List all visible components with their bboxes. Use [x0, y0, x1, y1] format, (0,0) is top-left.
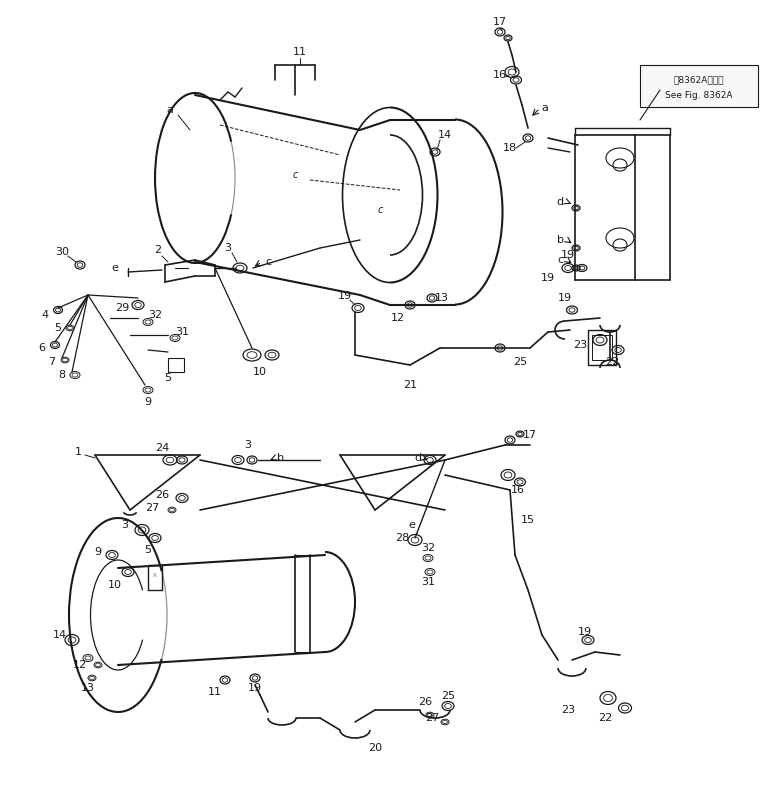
Text: 第8362A図参照: 第8362A図参照 — [674, 75, 724, 84]
Text: 6: 6 — [39, 343, 45, 353]
Text: 19: 19 — [558, 293, 572, 303]
Text: 23: 23 — [573, 340, 587, 350]
Text: a: a — [167, 105, 173, 115]
Text: 11: 11 — [208, 687, 222, 697]
Text: 31: 31 — [175, 327, 189, 337]
Text: 14: 14 — [438, 130, 452, 140]
Text: 19: 19 — [541, 273, 555, 283]
Text: 5: 5 — [164, 373, 171, 383]
Text: 17: 17 — [493, 17, 507, 27]
Text: c: c — [377, 205, 382, 215]
Text: 5: 5 — [144, 545, 151, 555]
Bar — [640, 65, 758, 107]
Text: 17: 17 — [523, 430, 537, 440]
Text: 8: 8 — [59, 370, 66, 380]
Text: 9: 9 — [94, 547, 102, 557]
Text: a: a — [541, 103, 548, 113]
Text: 9: 9 — [144, 397, 152, 407]
Text: 15: 15 — [521, 515, 535, 525]
Text: 30: 30 — [55, 247, 69, 257]
Text: 27: 27 — [145, 503, 159, 513]
Text: 12: 12 — [391, 313, 405, 323]
Text: 2: 2 — [154, 245, 162, 255]
Text: 21: 21 — [403, 380, 417, 390]
Text: 5: 5 — [55, 323, 62, 333]
Text: 1: 1 — [75, 447, 82, 457]
Text: See Fig. 8362A: See Fig. 8362A — [665, 91, 732, 99]
Text: 19: 19 — [578, 627, 592, 637]
Text: 3: 3 — [244, 440, 251, 450]
Text: 32: 32 — [148, 310, 162, 320]
Text: b: b — [277, 453, 284, 463]
Text: 12: 12 — [73, 660, 87, 670]
Text: 20: 20 — [368, 743, 382, 753]
Text: 7: 7 — [49, 357, 56, 367]
Text: 22: 22 — [598, 713, 612, 723]
Text: 16: 16 — [511, 485, 525, 495]
Text: e: e — [409, 520, 416, 530]
Text: 31: 31 — [421, 577, 435, 587]
Text: 25: 25 — [513, 357, 527, 367]
Text: 29: 29 — [115, 303, 129, 313]
Text: 13: 13 — [81, 683, 95, 693]
Text: 24: 24 — [155, 443, 169, 453]
Text: 26: 26 — [418, 697, 432, 707]
Text: 26: 26 — [155, 490, 169, 500]
Text: 23: 23 — [561, 705, 575, 715]
Text: 19: 19 — [338, 291, 352, 301]
Text: 4: 4 — [42, 310, 49, 320]
Text: 3: 3 — [224, 243, 231, 253]
Text: 18: 18 — [503, 143, 517, 153]
Text: d: d — [415, 453, 422, 463]
Text: 28: 28 — [395, 533, 409, 543]
Text: 27: 27 — [425, 713, 439, 723]
Text: 10: 10 — [253, 367, 267, 377]
Text: 19: 19 — [248, 683, 262, 693]
Text: x: x — [153, 572, 157, 578]
Text: 10: 10 — [108, 580, 122, 590]
Text: c: c — [292, 170, 298, 180]
Text: 19: 19 — [561, 250, 575, 260]
Text: 32: 32 — [421, 543, 435, 553]
Text: 22: 22 — [605, 357, 619, 367]
Text: 13: 13 — [435, 293, 449, 303]
Bar — [592, 335, 612, 360]
Text: b: b — [557, 235, 564, 245]
Text: d: d — [557, 197, 564, 207]
Text: 25: 25 — [441, 691, 455, 701]
Text: c: c — [557, 255, 563, 265]
Text: 16: 16 — [493, 70, 507, 80]
Text: e: e — [112, 263, 119, 273]
Text: 11: 11 — [293, 47, 307, 57]
Text: 14: 14 — [53, 630, 67, 640]
Text: c: c — [265, 257, 271, 267]
Bar — [168, 358, 184, 372]
Bar — [588, 330, 616, 365]
Text: 3: 3 — [122, 520, 129, 530]
